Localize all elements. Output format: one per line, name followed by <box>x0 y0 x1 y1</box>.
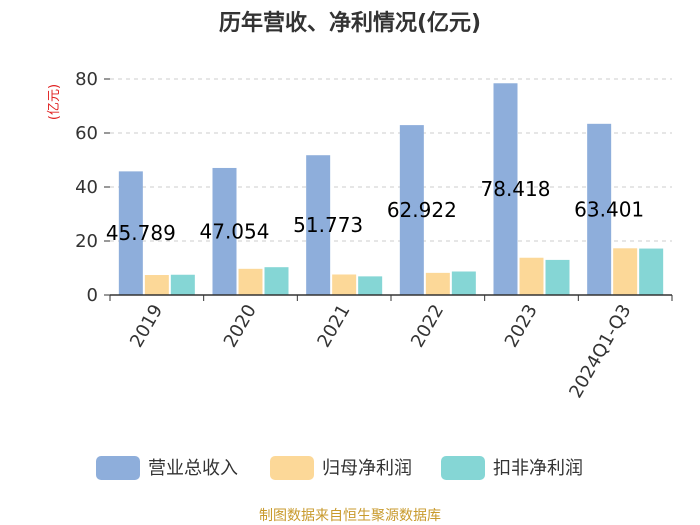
bar-net-profit[interactable] <box>613 248 638 295</box>
bar-net-profit[interactable] <box>238 268 263 295</box>
data-label: 45.789 <box>106 221 176 245</box>
y-tick-label: 60 <box>75 123 98 144</box>
chart-title: 历年营收、净利情况(亿元) <box>219 10 481 36</box>
data-label: 63.401 <box>574 197 644 221</box>
x-tick-label: 2019 <box>126 301 167 351</box>
y-tick-label: 80 <box>75 69 98 90</box>
legend[interactable]: 营业总收入 归母净利润 扣非净利润 <box>96 456 583 480</box>
y-axis-unit-label: (亿元) <box>47 84 62 120</box>
bar-net-profit[interactable] <box>425 272 450 295</box>
bar-revenue[interactable] <box>118 171 143 295</box>
bars <box>118 83 664 296</box>
bar-net-profit[interactable] <box>144 275 169 295</box>
bar-revenue[interactable] <box>587 123 612 296</box>
data-label: 51.773 <box>293 213 363 237</box>
x-tick-label: 2022 <box>407 301 448 351</box>
bar-deducted-net-profit[interactable] <box>264 267 289 295</box>
legend-label[interactable]: 归母净利润 <box>322 458 412 479</box>
bar-revenue[interactable] <box>399 125 424 296</box>
bar-net-profit[interactable] <box>332 274 357 295</box>
bar-net-profit[interactable] <box>519 257 544 295</box>
legend-swatch[interactable] <box>270 456 314 480</box>
data-label: 47.054 <box>200 219 270 243</box>
data-label: 62.922 <box>387 198 457 222</box>
bar-deducted-net-profit[interactable] <box>639 248 664 295</box>
x-tick-label: 2021 <box>313 301 354 351</box>
bar-revenue[interactable] <box>493 83 518 296</box>
bar-deducted-net-profit[interactable] <box>358 276 383 295</box>
bar-revenue[interactable] <box>212 167 237 295</box>
legend-swatch[interactable] <box>96 456 140 480</box>
x-axis <box>109 294 673 301</box>
legend-label[interactable]: 营业总收入 <box>148 458 238 479</box>
bar-deducted-net-profit[interactable] <box>170 274 195 295</box>
x-tick-label: 2024Q1-Q3 <box>565 301 635 402</box>
source-note: 制图数据来自恒生聚源数据库 <box>259 508 441 524</box>
bar-deducted-net-profit[interactable] <box>545 259 570 295</box>
y-tick-label: 40 <box>75 177 98 198</box>
data-label: 78.418 <box>481 177 551 201</box>
x-axis-ticks: 2019 2020 2021 2022 2023 2024Q1-Q3 <box>126 301 635 402</box>
data-labels: 45.789 47.054 51.773 62.922 78.418 63.401 <box>106 177 644 245</box>
y-tick-label: 20 <box>75 231 98 252</box>
legend-swatch[interactable] <box>441 456 485 480</box>
bar-deducted-net-profit[interactable] <box>451 271 476 295</box>
y-axis-ticks: 0 20 40 60 80 <box>75 69 110 306</box>
grid-lines <box>110 78 672 242</box>
bar-revenue[interactable] <box>306 155 331 295</box>
legend-label[interactable]: 扣非净利润 <box>493 458 583 479</box>
x-tick-label: 2023 <box>501 301 542 351</box>
y-tick-label: 0 <box>87 285 98 306</box>
x-tick-label: 2020 <box>220 301 261 351</box>
